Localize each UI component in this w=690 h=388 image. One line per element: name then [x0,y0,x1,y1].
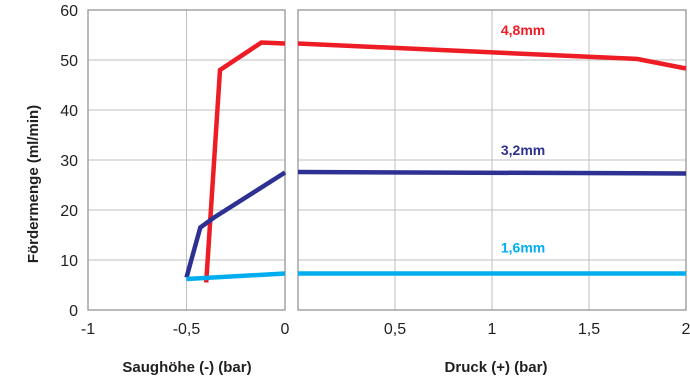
series-label: 3,2mm [501,142,545,158]
series-line-4-8mm [203,40,286,283]
series-label: 4,8mm [501,22,545,38]
series-lines [184,40,687,283]
x-tick-label: -1 [81,321,95,338]
tick-labels: 0 10 20 30 40 50 60 -1 -0,5 0 0,5 1 1,5 2 [60,3,690,338]
series-line-3-2mm [297,169,687,176]
series-line-4-8mm [297,41,687,71]
y-tick-label: 60 [60,3,78,20]
y-tick-label: 40 [60,103,78,120]
y-tick-label: 10 [60,253,78,270]
x-tick-label: -0,5 [173,321,201,338]
pressure-panel-frame [297,9,687,311]
y-tick-label: 30 [60,153,78,170]
x-tick-label: 1,5 [578,321,600,338]
x-tick-label: 2 [682,321,690,338]
y-tick-label: 20 [60,203,78,220]
series-line-1-6mm [186,271,286,282]
x-tick-label: 0,5 [384,321,406,338]
x-tick-label: 1 [488,321,497,338]
series-labels: 4,8mm 3,2mm 1,6mm [501,22,545,256]
plot-frame [87,9,687,311]
x-tick-label: 0 [281,321,290,338]
x-axis-label-suction: Saughöhe (-) (bar) [122,359,251,376]
y-axis-label: Fördermenge (ml/min) [25,105,42,263]
y-tick-label: 50 [60,53,78,70]
x-axis-label-pressure: Druck (+) (bar) [445,359,548,376]
suction-panel-frame [87,9,286,311]
y-tick-label: 0 [69,303,78,320]
series-label: 1,6mm [501,240,545,256]
series-line-3-2mm [184,170,287,279]
